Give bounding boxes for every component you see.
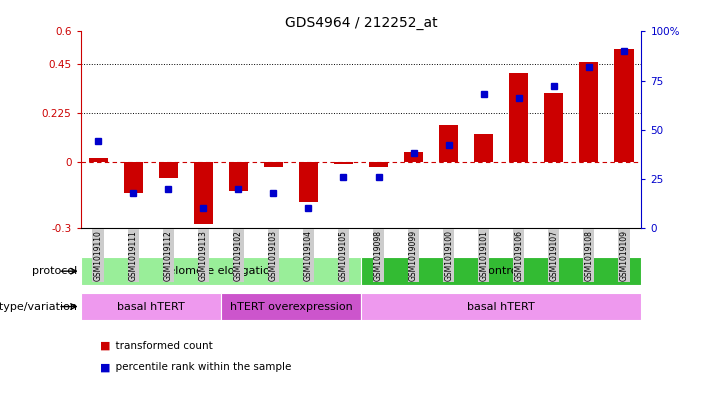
Text: basal hTERT: basal hTERT xyxy=(468,301,535,312)
Text: GSM1019108: GSM1019108 xyxy=(585,230,593,281)
Bar xyxy=(81,257,361,285)
Text: GSM1019104: GSM1019104 xyxy=(304,230,313,281)
Bar xyxy=(88,158,108,162)
Text: ■: ■ xyxy=(100,341,111,351)
Text: telomere elongation: telomere elongation xyxy=(164,266,278,276)
Text: GSM1019111: GSM1019111 xyxy=(129,230,137,281)
Bar xyxy=(439,125,458,162)
Bar xyxy=(404,152,423,162)
Bar xyxy=(221,293,361,320)
Bar xyxy=(579,62,599,162)
Text: GSM1019106: GSM1019106 xyxy=(515,230,523,281)
Bar xyxy=(509,73,529,162)
Bar xyxy=(229,162,248,191)
Text: genotype/variation: genotype/variation xyxy=(0,301,77,312)
Bar xyxy=(361,293,641,320)
Bar xyxy=(544,93,564,162)
Text: GSM1019110: GSM1019110 xyxy=(94,230,102,281)
Text: transformed count: transformed count xyxy=(109,341,212,351)
Bar xyxy=(361,257,641,285)
Bar xyxy=(614,49,634,162)
Text: hTERT overexpression: hTERT overexpression xyxy=(229,301,353,312)
Text: GSM1019098: GSM1019098 xyxy=(374,230,383,281)
Text: GSM1019113: GSM1019113 xyxy=(199,230,207,281)
Bar xyxy=(334,162,353,163)
Text: percentile rank within the sample: percentile rank within the sample xyxy=(109,362,291,373)
Text: basal hTERT: basal hTERT xyxy=(117,301,184,312)
Text: GSM1019112: GSM1019112 xyxy=(164,230,172,281)
Bar xyxy=(264,162,283,167)
Text: GSM1019107: GSM1019107 xyxy=(550,230,558,281)
Text: GSM1019102: GSM1019102 xyxy=(234,230,243,281)
Text: GSM1019105: GSM1019105 xyxy=(339,230,348,281)
Bar xyxy=(299,162,318,202)
Text: ■: ■ xyxy=(100,362,111,373)
Text: GSM1019103: GSM1019103 xyxy=(269,230,278,281)
Bar xyxy=(123,162,143,193)
Text: GSM1019101: GSM1019101 xyxy=(479,230,488,281)
Bar xyxy=(474,134,494,162)
Bar xyxy=(369,162,388,167)
Bar xyxy=(193,162,213,224)
Text: control: control xyxy=(482,266,521,276)
Text: GSM1019100: GSM1019100 xyxy=(444,230,453,281)
Text: protocol: protocol xyxy=(32,266,77,276)
Title: GDS4964 / 212252_at: GDS4964 / 212252_at xyxy=(285,17,437,30)
Text: GSM1019109: GSM1019109 xyxy=(620,230,628,281)
Bar xyxy=(158,162,178,178)
Bar xyxy=(81,293,221,320)
Text: GSM1019099: GSM1019099 xyxy=(409,230,418,281)
